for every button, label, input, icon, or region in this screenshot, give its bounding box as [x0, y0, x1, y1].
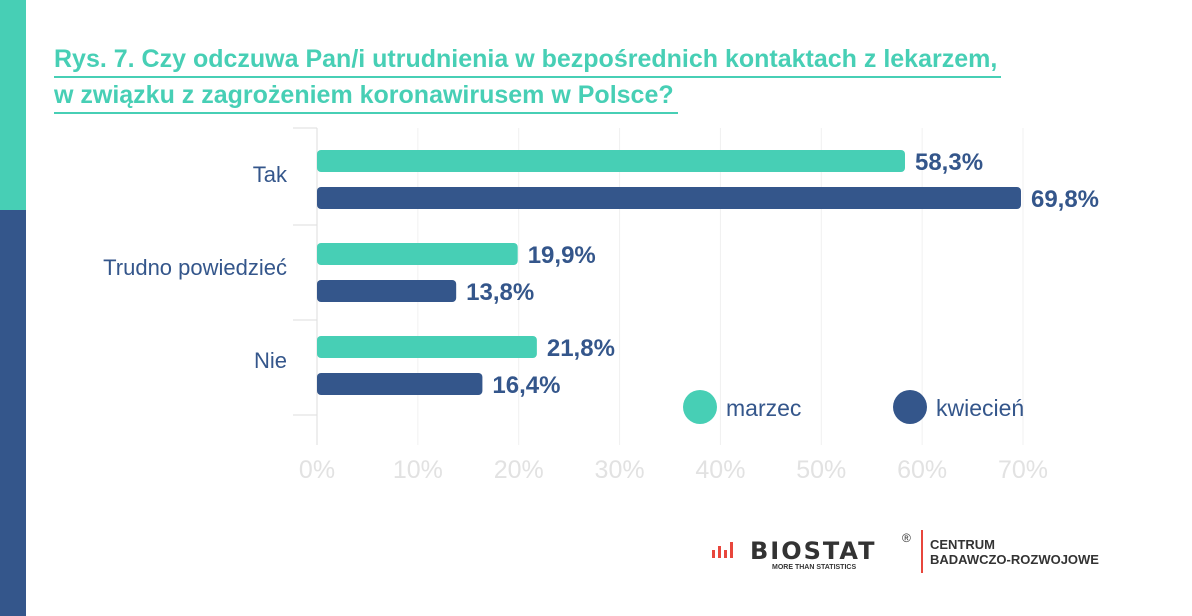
bar-marzec	[317, 150, 905, 172]
bar-marzec	[317, 336, 537, 358]
bar-marzec	[317, 243, 518, 265]
title-line-2: w związku z zagrożeniem koronawirusem w …	[54, 78, 678, 114]
x-tick-label: 60%	[897, 456, 947, 484]
x-tick-label: 40%	[695, 456, 745, 484]
logo-registered: ®	[902, 531, 911, 545]
x-tick-label: 30%	[595, 456, 645, 484]
category-label: Trudno powiedzieć	[103, 255, 287, 280]
chart-title: Rys. 7. Czy odczuwa Pan/i utrudnienia w …	[54, 42, 1002, 114]
logo-tagline: MORE THAN STATISTICS	[772, 564, 856, 571]
data-label: 69,8%	[1031, 186, 1099, 213]
x-tick-label: 10%	[393, 456, 443, 484]
data-label: 58,3%	[915, 149, 983, 176]
accent-stripe-bottom	[0, 210, 26, 616]
data-label: 19,9%	[528, 242, 596, 269]
x-tick-label: 20%	[494, 456, 544, 484]
bar-kwiecień	[317, 187, 1021, 209]
accent-stripe-top	[0, 0, 26, 210]
x-tick-label: 50%	[796, 456, 846, 484]
data-label: 16,4%	[492, 372, 560, 399]
bar-kwiecień	[317, 373, 483, 395]
bar-kwiecień	[317, 280, 457, 302]
x-tick-label: 70%	[998, 456, 1048, 484]
data-label: 13,8%	[466, 279, 534, 306]
category-label: Tak	[253, 162, 288, 187]
legend-label: marzec	[726, 395, 801, 421]
title-line-1: Rys. 7. Czy odczuwa Pan/i utrudnienia w …	[54, 42, 1002, 78]
category-label: Nie	[254, 348, 287, 373]
logo-unit-line1: CENTRUM	[930, 537, 995, 552]
x-tick-label: 0%	[299, 456, 335, 484]
legend-label: kwiecień	[936, 395, 1024, 421]
legend-swatch-marzec	[683, 390, 717, 424]
logo-brand: BIOSTAT	[750, 537, 877, 565]
logo-unit-line2: BADAWCZO-ROZWOJOWE	[930, 552, 1099, 567]
legend-swatch-kwiecień	[893, 390, 927, 424]
data-label: 21,8%	[547, 335, 615, 362]
biostat-logo: BIOSTAT ® MORE THAN STATISTICS CENTRUM B…	[712, 530, 1112, 580]
